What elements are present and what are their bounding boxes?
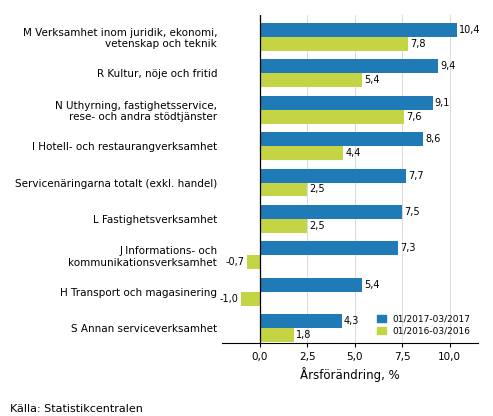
Text: Källa: Statistikcentralen: Källa: Statistikcentralen <box>10 404 143 414</box>
Bar <box>260 219 308 233</box>
Text: 5,4: 5,4 <box>365 75 380 85</box>
Text: 10,4: 10,4 <box>459 25 481 35</box>
Bar <box>260 168 406 183</box>
Text: 5,4: 5,4 <box>365 280 380 290</box>
Bar <box>260 146 344 160</box>
Text: 7,7: 7,7 <box>408 171 424 181</box>
Bar <box>260 205 402 219</box>
Text: 7,8: 7,8 <box>410 39 425 49</box>
Text: 4,4: 4,4 <box>346 148 361 158</box>
Text: 9,1: 9,1 <box>435 98 450 108</box>
Bar <box>260 132 423 146</box>
Bar <box>260 314 342 328</box>
Bar <box>260 23 457 37</box>
Text: 7,6: 7,6 <box>406 111 422 121</box>
Bar <box>260 183 308 196</box>
Bar <box>241 292 260 306</box>
Text: -1,0: -1,0 <box>220 294 239 304</box>
Text: 8,6: 8,6 <box>425 134 441 144</box>
Text: 4,3: 4,3 <box>344 316 359 326</box>
Bar <box>260 242 398 255</box>
Bar <box>260 328 294 342</box>
Text: 7,3: 7,3 <box>401 243 416 253</box>
Text: 2,5: 2,5 <box>310 221 325 231</box>
Bar <box>247 255 260 269</box>
Bar <box>260 110 404 124</box>
Text: 2,5: 2,5 <box>310 184 325 194</box>
Bar <box>260 278 362 292</box>
Legend: 01/2017-03/2017, 01/2016-03/2016: 01/2017-03/2017, 01/2016-03/2016 <box>374 312 473 338</box>
Text: 9,4: 9,4 <box>440 61 456 72</box>
Text: 7,5: 7,5 <box>404 207 420 217</box>
Bar <box>260 37 408 51</box>
X-axis label: Årsförändring, %: Årsförändring, % <box>300 367 400 382</box>
Bar <box>260 96 432 110</box>
Bar <box>260 73 362 87</box>
Text: 1,8: 1,8 <box>296 330 312 340</box>
Text: -0,7: -0,7 <box>225 257 245 267</box>
Bar <box>260 59 438 73</box>
